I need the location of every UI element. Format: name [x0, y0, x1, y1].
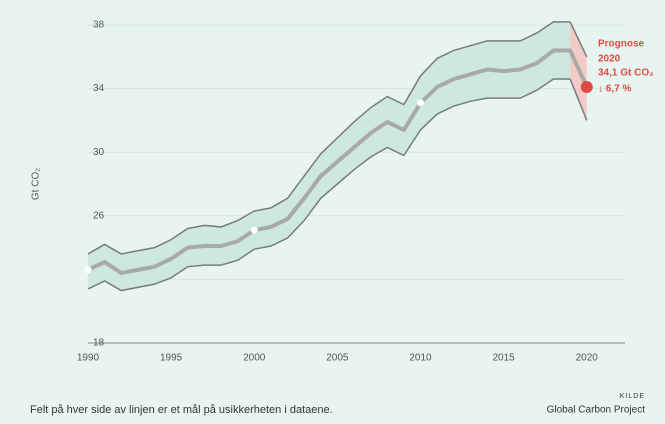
point-marker — [250, 226, 258, 234]
source: Global Carbon Project — [547, 405, 646, 416]
forecast-annotation: Prognose — [598, 39, 645, 50]
emissions-line — [87, 48, 589, 276]
y-tick-label: 18 — [93, 338, 105, 349]
x-tick-label: 2020 — [576, 353, 599, 364]
x-tick-label: 2010 — [409, 353, 432, 364]
forecast-annotation: 34,1 Gt CO₂ — [598, 68, 654, 79]
forecast-annotation: 2020 — [598, 54, 621, 65]
footer-note: Felt på hver side av linjen er et mål på… — [30, 404, 333, 416]
y-tick-label: 38 — [93, 20, 105, 31]
source-label: KILDE — [620, 393, 645, 400]
x-tick-label: 1990 — [77, 353, 100, 364]
forecast-edge — [569, 21, 588, 58]
x-tick-label: 2015 — [493, 353, 516, 364]
x-tick-label: 1995 — [160, 353, 183, 364]
x-tick-label: 2005 — [326, 353, 349, 364]
point-marker — [417, 99, 425, 107]
y-tick-label: 34 — [93, 83, 105, 94]
forecast-point — [580, 81, 593, 94]
forecast-annotation: ↓ 6,7 % — [598, 84, 631, 95]
x-tick-label: 2000 — [243, 353, 266, 364]
y-axis-label: Gt CO₂ — [31, 168, 42, 200]
band-edge — [87, 78, 571, 292]
y-tick-label: 30 — [93, 147, 105, 158]
point-marker — [84, 266, 92, 274]
uncertainty-band — [88, 21, 571, 291]
band-edge — [87, 21, 571, 255]
y-tick-label: 26 — [93, 210, 105, 221]
forecast-edge — [569, 78, 588, 121]
